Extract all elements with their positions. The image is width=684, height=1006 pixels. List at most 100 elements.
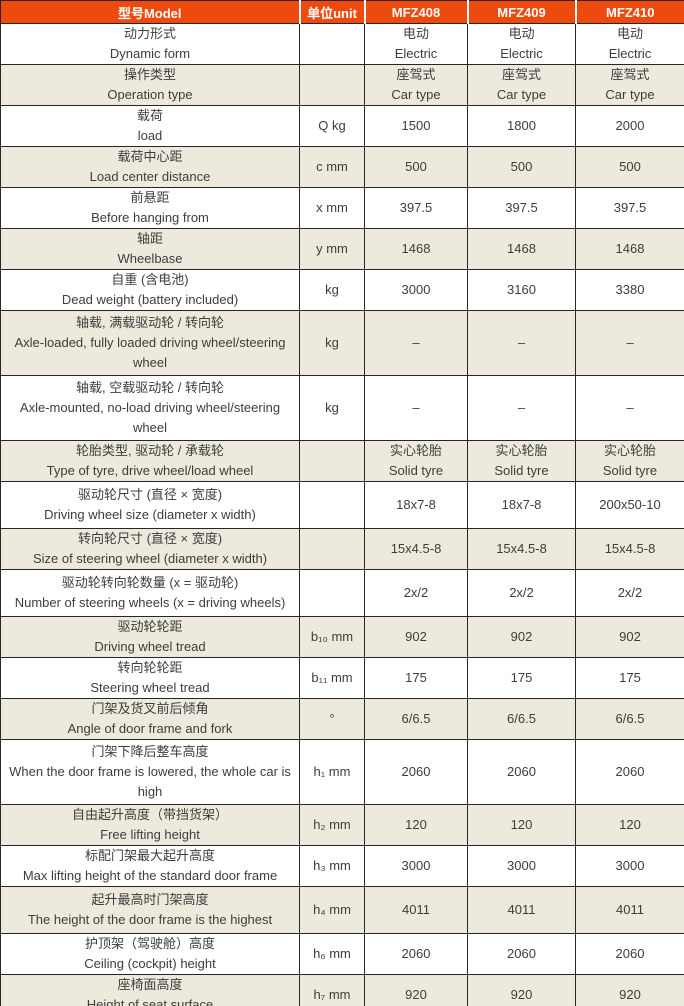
- row-label-cell: 轴距 Wheelbase: [0, 228, 300, 270]
- row-label-en: Load center distance: [89, 169, 211, 184]
- value-cell: 2x/2: [364, 569, 468, 617]
- value-cell: –: [364, 375, 468, 441]
- value-en: Electric: [394, 46, 438, 61]
- unit-cell: b₁₀ mm: [299, 616, 365, 658]
- table-row: 标配门架最大起升高度 Max lifting height of the stan…: [0, 845, 684, 887]
- row-label-cell: 转向轮轮距 Steering wheel tread: [0, 657, 300, 699]
- row-label-en: Driving wheel tread: [94, 639, 206, 654]
- value-zh: 实心轮胎: [495, 443, 548, 458]
- value-cell: 120: [364, 804, 468, 846]
- value-cell: 1468: [364, 228, 468, 270]
- row-label-en: Angle of door frame and fork: [67, 721, 233, 736]
- value-cell: 18x7-8: [364, 481, 468, 529]
- row-label-en: Free lifting height: [100, 827, 200, 842]
- value-cell: 1500: [364, 105, 468, 147]
- value-cell: 902: [575, 616, 684, 658]
- value-cell: 120: [467, 804, 576, 846]
- value-cell: 15x4.5-8: [575, 528, 684, 570]
- value-zh: 实心轮胎: [389, 443, 442, 458]
- row-label-cell: 轴载, 空载驱动轮 / 转向轮 Axle-mounted, no-load dri…: [0, 375, 300, 441]
- row-label-cell: 标配门架最大起升高度 Max lifting height of the stan…: [0, 845, 300, 887]
- unit-cell: kg: [299, 310, 365, 376]
- unit-cell: Q kg: [299, 105, 365, 147]
- table-row: 驱动轮尺寸 (直径 × 宽度) Driving wheel size (diame…: [0, 481, 684, 529]
- value-en: Solid tyre: [494, 463, 549, 478]
- unit-cell: c mm: [299, 146, 365, 188]
- value-cell: 2000: [575, 105, 684, 147]
- value-en: Solid tyre: [388, 463, 444, 478]
- row-label-cell: 轮胎类型, 驱动轮 / 承载轮 Type of tyre, drive wheel…: [0, 440, 300, 482]
- table-row: 自重 (含电池) Dead weight (battery included) kg…: [0, 269, 684, 311]
- value-cell: –: [575, 310, 684, 376]
- value-cell: –: [467, 375, 576, 441]
- unit-cell: kg: [299, 269, 365, 311]
- value-cell: 座驾式 Car type: [575, 64, 684, 106]
- value-cell: 175: [575, 657, 684, 699]
- value-zh: 电动: [402, 26, 429, 41]
- value-cell: 1468: [467, 228, 576, 270]
- value-cell: 15x4.5-8: [467, 528, 576, 570]
- row-label-zh: 驱动轮轮距: [117, 619, 183, 634]
- row-label-en: When the door frame is lowered, the whol…: [9, 764, 291, 799]
- unit-cell: [299, 440, 365, 482]
- row-label-zh: 前悬距: [130, 190, 170, 205]
- unit-cell: h₆ mm: [299, 933, 365, 975]
- unit-cell: [299, 64, 365, 106]
- value-en: Electric: [608, 46, 652, 61]
- row-label-en: Size of steering wheel (diameter x width…: [32, 551, 268, 566]
- row-label-zh: 自由起升高度（带挡货架）: [71, 807, 228, 822]
- value-cell: 902: [467, 616, 576, 658]
- row-label-cell: 门架下降后整车高度 When the door frame is lowered,…: [0, 739, 300, 805]
- row-label-en: Wheelbase: [117, 251, 183, 266]
- value-cell: –: [364, 310, 468, 376]
- table-row: 护顶架（驾驶舱）高度 Ceiling (cockpit) height h₆ mm 2…: [0, 933, 684, 975]
- value-cell: 2060: [467, 933, 576, 975]
- row-label-cell: 前悬距 Before hanging from: [0, 187, 300, 229]
- row-label-zh: 护顶架（驾驶舱）高度: [84, 936, 215, 951]
- row-label-en: Dead weight (battery included): [61, 292, 239, 307]
- unit-cell: [299, 481, 365, 529]
- value-cell: 2060: [364, 739, 468, 805]
- table-row: 座椅面高度 Height of seat surface h₇ mm 920 920 92…: [0, 974, 684, 1006]
- row-label-cell: 轴载, 满载驱动轮 / 转向轮 Axle-loaded, fully loaded…: [0, 310, 300, 376]
- unit-cell: h₂ mm: [299, 804, 365, 846]
- value-cell: 3000: [467, 845, 576, 887]
- value-cell: 1800: [467, 105, 576, 147]
- table-row: 载荷中心距 Load center distance c mm 500 500 500: [0, 146, 684, 188]
- value-cell: 920: [364, 974, 468, 1006]
- table-row: 轴载, 满载驱动轮 / 转向轮 Axle-loaded, fully loaded…: [0, 310, 684, 376]
- value-cell: 397.5: [467, 187, 576, 229]
- row-label-en: Ceiling (cockpit) height: [84, 956, 216, 971]
- value-en: Car type: [605, 87, 655, 102]
- row-label-zh: 门架下降后整车高度: [91, 744, 209, 759]
- value-cell: 6/6.5: [364, 698, 468, 740]
- value-zh: 实心轮胎: [603, 443, 656, 458]
- value-en: Car type: [496, 87, 547, 102]
- row-label-en: Before hanging from: [91, 210, 209, 225]
- unit-cell: h₃ mm: [299, 845, 365, 887]
- table-header-row: 型号Model 单位unit MFZ408 MFZ409 MFZ410: [0, 0, 684, 24]
- value-cell: 2x/2: [467, 569, 576, 617]
- value-cell: 200x50-10: [575, 481, 684, 529]
- value-cell: 6/6.5: [575, 698, 684, 740]
- value-zh: 座驾式: [501, 67, 541, 82]
- value-cell: 500: [467, 146, 576, 188]
- row-label-cell: 载荷 load: [0, 105, 300, 147]
- spec-table-body: 动力形式 Dynamic form 电动 Electric 电动 Electric 电动 El…: [0, 23, 684, 1006]
- table-row: 载荷 load Q kg 1500 1800 2000: [0, 105, 684, 147]
- value-cell: 120: [575, 804, 684, 846]
- table-row: 动力形式 Dynamic form 电动 Electric 电动 Electric 电动 El…: [0, 23, 684, 65]
- row-label-cell: 自重 (含电池) Dead weight (battery included): [0, 269, 300, 311]
- header-unit-label: 单位unit: [299, 0, 366, 24]
- row-label-zh: 操作类型: [123, 67, 176, 82]
- row-label-zh: 标配门架最大起升高度: [84, 848, 215, 863]
- row-label-zh: 门架及货叉前后倾角: [91, 701, 209, 716]
- row-label-cell: 自由起升高度（带挡货架） Free lifting height: [0, 804, 300, 846]
- header-model-mfz408: MFZ408: [364, 0, 469, 24]
- value-cell: 电动 Electric: [364, 23, 468, 65]
- value-cell: –: [575, 375, 684, 441]
- row-label-en: Max lifting height of the standard door …: [22, 868, 278, 883]
- row-label-zh: 转向轮尺寸 (直径 × 宽度): [77, 531, 223, 546]
- table-row: 前悬距 Before hanging from x mm 397.5 397.5 397.…: [0, 187, 684, 229]
